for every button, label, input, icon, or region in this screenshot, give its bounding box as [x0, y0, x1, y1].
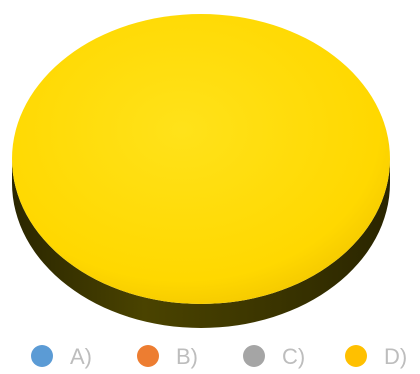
pie-slice-d[interactable]	[12, 14, 390, 304]
legend-label-d: D)	[384, 344, 407, 369]
legend-marker-b	[137, 345, 159, 367]
legend: A) B) C) D)	[31, 344, 407, 369]
pie-slices	[12, 14, 390, 328]
legend-label-a: A)	[70, 344, 92, 369]
legend-item-d[interactable]: D)	[345, 344, 407, 369]
legend-item-b[interactable]: B)	[137, 344, 198, 369]
legend-marker-d	[345, 345, 367, 367]
legend-label-c: C)	[282, 344, 305, 369]
legend-marker-c	[243, 345, 265, 367]
legend-item-c[interactable]: C)	[243, 344, 305, 369]
legend-marker-a	[31, 345, 53, 367]
legend-label-b: B)	[176, 344, 198, 369]
pie-slice-d-side	[12, 159, 390, 328]
legend-item-a[interactable]: A)	[31, 344, 92, 369]
